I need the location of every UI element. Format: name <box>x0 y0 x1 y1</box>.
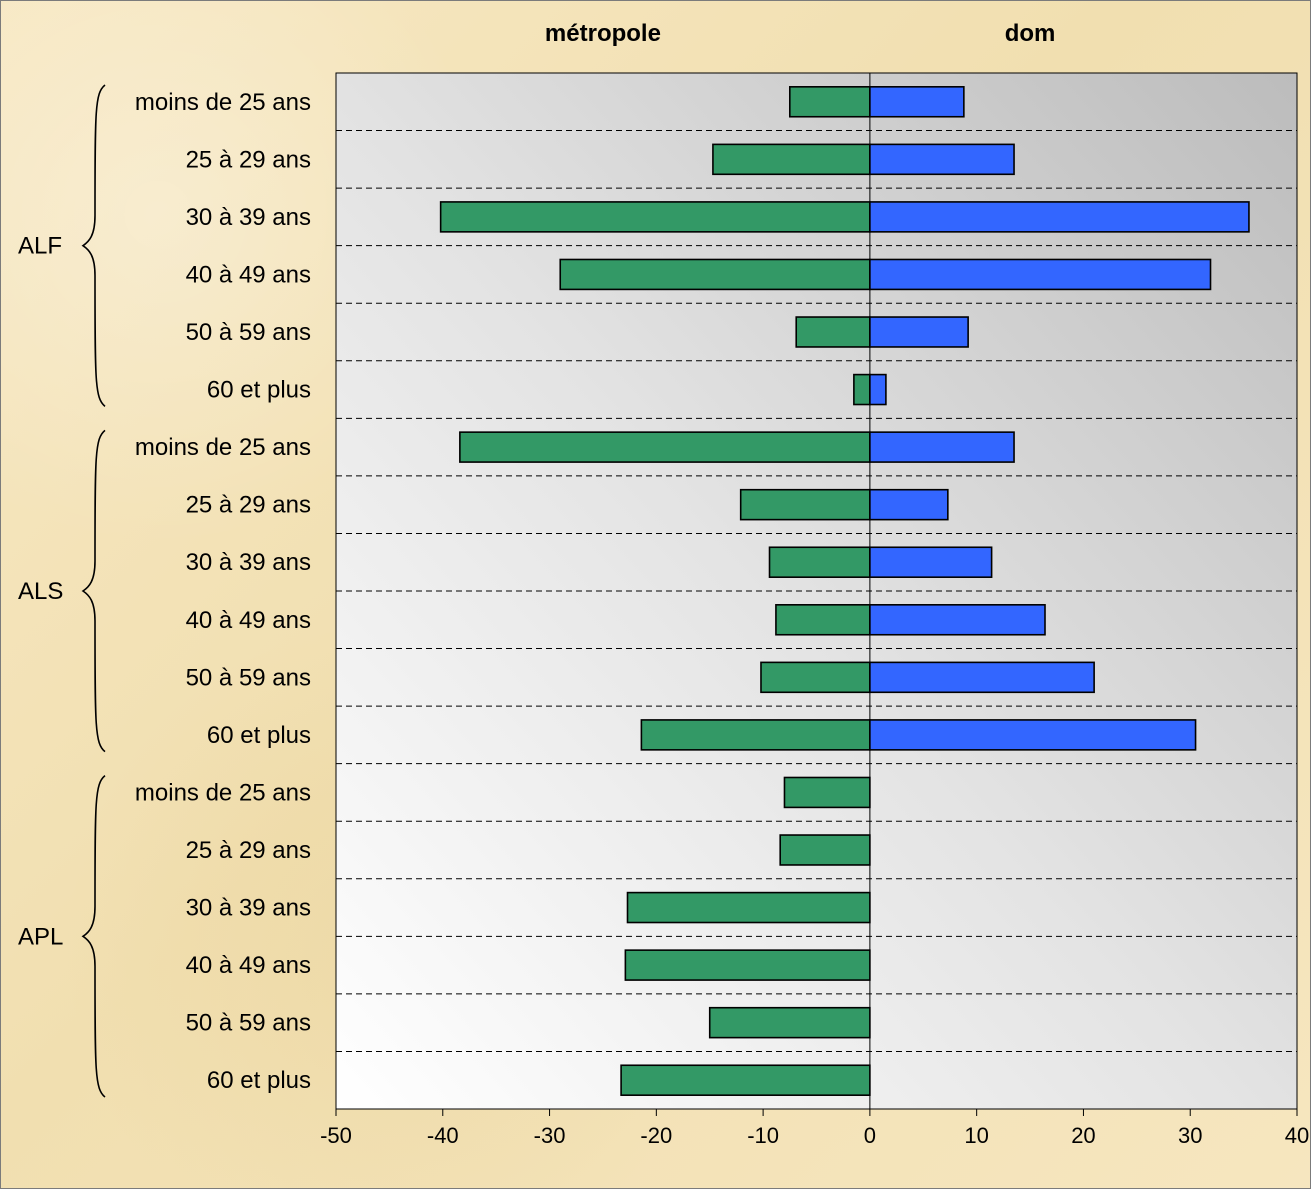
category-label: 25 à 29 ans <box>186 146 311 173</box>
metropole-bar <box>626 891 871 924</box>
curly-brace-icon <box>81 775 106 1098</box>
dom-header: dom <box>1005 20 1056 47</box>
x-tick-label: 40 <box>1285 1123 1309 1148</box>
dom-bar <box>869 719 1197 751</box>
dom-bar <box>869 143 1015 176</box>
x-tick-label: -20 <box>640 1123 672 1148</box>
metropole-header: métropole <box>545 20 661 47</box>
dom-bar <box>869 86 965 118</box>
category-label: 40 à 49 ans <box>186 261 311 288</box>
category-label: moins de 25 ans <box>135 89 311 116</box>
category-label: 30 à 39 ans <box>186 549 311 576</box>
category-label: 50 à 59 ans <box>186 319 311 346</box>
dom-bar <box>869 201 1250 233</box>
curly-brace-icon <box>81 84 106 407</box>
category-label: 50 à 59 ans <box>186 1010 311 1037</box>
x-tick-label: -50 <box>320 1123 352 1148</box>
category-label: 40 à 49 ans <box>186 952 311 979</box>
category-label: 40 à 49 ans <box>186 607 311 634</box>
metropole-bar <box>783 776 871 809</box>
metropole-bar <box>439 201 871 233</box>
category-label: 60 et plus <box>207 722 311 749</box>
metropole-bar <box>775 604 871 636</box>
metropole-bar <box>712 143 871 176</box>
metropole-bar <box>708 1006 871 1039</box>
dom-bar <box>869 604 1046 636</box>
group-label: ALF <box>18 233 62 260</box>
category-label: 50 à 59 ans <box>186 664 311 691</box>
dom-bar <box>869 488 949 521</box>
metropole-bar <box>760 661 871 694</box>
dom-bar <box>869 316 969 348</box>
dom-bar <box>869 431 1015 463</box>
metropole-bar <box>459 431 871 463</box>
category-label: 30 à 39 ans <box>186 204 311 231</box>
metropole-bar <box>739 488 871 521</box>
category-label: moins de 25 ans <box>135 434 311 461</box>
metropole-bar <box>559 258 871 291</box>
dom-bar <box>869 373 887 406</box>
metropole-bar <box>795 316 871 348</box>
metropole-bar <box>620 1064 871 1096</box>
metropole-bar <box>789 86 871 118</box>
x-tick-label: 30 <box>1178 1123 1202 1148</box>
category-label: 25 à 29 ans <box>186 837 311 864</box>
dom-bar <box>869 661 1095 694</box>
x-tick-label: -40 <box>427 1123 459 1148</box>
x-tick-label: 10 <box>964 1123 988 1148</box>
metropole-bar <box>624 949 871 981</box>
metropole-bar <box>853 373 871 406</box>
x-tick-label: 0 <box>864 1123 876 1148</box>
metropole-bar <box>640 719 871 751</box>
curly-brace-icon <box>81 429 106 753</box>
category-label: moins de 25 ans <box>135 779 311 806</box>
dom-bar <box>869 546 993 578</box>
metropole-bar <box>779 834 871 866</box>
category-label: 30 à 39 ans <box>186 895 311 922</box>
category-label: 25 à 29 ans <box>186 492 311 519</box>
category-label: 60 et plus <box>207 1067 311 1094</box>
group-label: ALS <box>18 578 63 605</box>
dom-bar <box>869 258 1212 291</box>
group-label: APL <box>18 923 63 950</box>
metropole-bar <box>768 546 871 578</box>
x-tick-label: 20 <box>1071 1123 1095 1148</box>
x-tick-label: -10 <box>747 1123 779 1148</box>
x-tick-label: -30 <box>534 1123 566 1148</box>
category-label: 60 et plus <box>207 377 311 404</box>
